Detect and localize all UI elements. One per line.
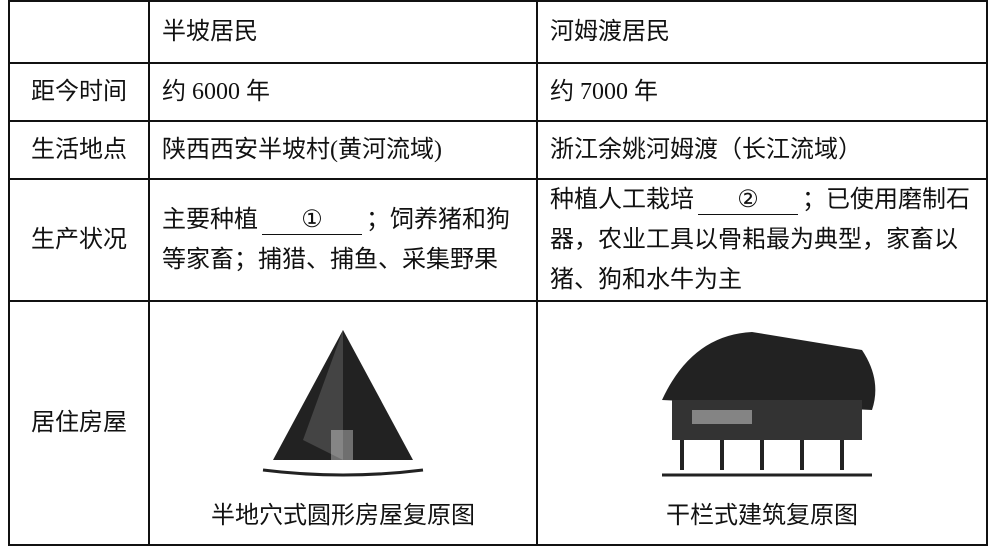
row-label: 距今时间 [8,62,150,122]
corner-cell [8,0,150,64]
row: 生活地点 陕西西安半坡村(黄河流域) 浙江余姚河姆渡（长江流域） [8,120,988,180]
cell: 干栏式建筑复原图 [536,300,988,546]
caption: 干栏式建筑复原图 [666,503,858,529]
cell: 陕西西安半坡村(黄河流域) [148,120,538,180]
row: 距今时间 约 6000 年 约 7000 年 [8,62,988,122]
column-header: 半坡居民 [148,0,538,64]
row-label: 生活地点 [8,120,150,180]
row-label: 居住房屋 [8,300,150,546]
text: ；已使用磨制石器，农业工具以骨耜最为典型，家畜以猪、狗和水牛为主 [550,187,970,293]
blank: ② [698,186,798,215]
blank: ① [262,206,362,235]
stilt-house-illustration [662,332,876,477]
comparison-table: 半坡居民 河姆渡居民 距今时间 约 6000 年 约 7000 年 生活地点 陕… [8,0,988,546]
row: 居住房屋 半地穴式圆形房屋复原图 干栏式建筑复原图 [8,300,988,546]
cell: 主要种植 ① ；饲养猪和狗等家畜；捕猎、捕鱼、采集野果 [148,178,538,302]
row-label: 生产状况 [8,178,150,302]
text: ；饲养猪和狗等家畜；捕猎、捕鱼、采集野果 [162,207,510,273]
cell: 种植人工栽培 ② ；已使用磨制石器，农业工具以骨耜最为典型，家畜以猪、狗和水牛为主 [536,178,988,302]
caption: 半地穴式圆形房屋复原图 [211,503,475,529]
text: 种植人工栽培 [550,187,694,213]
round-house-illustration [262,330,424,477]
text: 主要种植 [162,207,258,233]
cell: 浙江余姚河姆渡（长江流域） [536,120,988,180]
column-header: 河姆渡居民 [536,0,988,64]
row: 生产状况 主要种植 ① ；饲养猪和狗等家畜；捕猎、捕鱼、采集野果 种植人工栽培 ② ；已… [8,178,988,302]
header-row: 半坡居民 河姆渡居民 [8,0,988,64]
cell: 约 6000 年 [148,62,538,122]
cell: 半地穴式圆形房屋复原图 [148,300,538,546]
cell: 约 7000 年 [536,62,988,122]
